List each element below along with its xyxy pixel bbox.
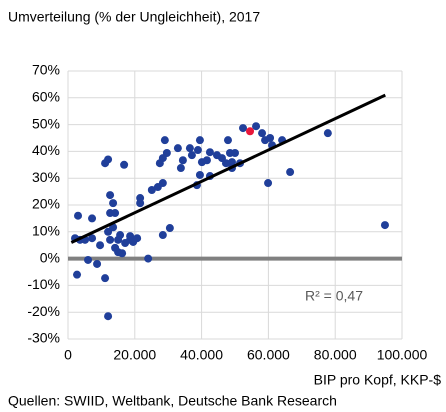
- point: [160, 136, 169, 145]
- point: [106, 235, 115, 244]
- point: [96, 241, 105, 250]
- point: [264, 179, 273, 188]
- source: Quellen: SWIID, Weltbank, Deutsche Bank …: [8, 393, 337, 409]
- point: [158, 179, 167, 188]
- point: [104, 312, 113, 321]
- point: [380, 221, 389, 230]
- point: [221, 159, 230, 168]
- point: [158, 231, 167, 240]
- point: [88, 214, 97, 223]
- point: [73, 270, 82, 279]
- point: [223, 136, 232, 145]
- y-tick-label: -10%: [27, 276, 60, 292]
- point: [101, 274, 110, 283]
- point: [88, 234, 97, 243]
- point: [136, 194, 145, 203]
- point: [165, 224, 174, 233]
- point: [104, 227, 113, 236]
- point: [176, 164, 185, 173]
- point: [202, 156, 211, 165]
- x-axis-label: BIP pro Kopf, KKP-$: [314, 372, 442, 388]
- annotation: R² = 0,47: [305, 288, 363, 304]
- y-tick-label: 60%: [32, 89, 60, 105]
- chart-title: Umverteilung (% der Ungleichheit), 2017: [8, 9, 260, 25]
- point: [195, 170, 204, 179]
- point: [162, 149, 171, 158]
- x-tick-label: 40.000: [180, 347, 223, 363]
- point: [178, 156, 187, 165]
- point: [116, 231, 125, 240]
- point: [126, 232, 135, 241]
- point: [195, 136, 204, 145]
- point: [193, 146, 202, 155]
- point: [144, 254, 153, 263]
- point: [155, 159, 164, 168]
- point: [147, 185, 156, 194]
- y-tick-label: -30%: [27, 330, 60, 346]
- y-tick-label: -20%: [27, 303, 60, 319]
- point: [239, 124, 248, 133]
- point: [205, 148, 214, 157]
- x-tick-label: 80.000: [314, 347, 357, 363]
- y-tick-label: 20%: [32, 196, 60, 212]
- point: [252, 122, 261, 131]
- point: [185, 144, 194, 153]
- y-tick-label: 0%: [40, 249, 60, 265]
- point: [323, 129, 332, 138]
- y-tick-label: 30%: [32, 169, 60, 185]
- point: [106, 191, 115, 200]
- x-tick-label: 0: [64, 347, 72, 363]
- point: [266, 134, 275, 142]
- point: [101, 159, 110, 168]
- point: [111, 209, 120, 218]
- point: [74, 211, 83, 220]
- x-tick-label: 20.000: [113, 347, 156, 363]
- y-tick-label: 10%: [32, 223, 60, 239]
- point: [246, 127, 255, 136]
- point: [231, 149, 239, 158]
- x-tick-label: 60.000: [247, 347, 290, 363]
- point: [187, 151, 196, 160]
- point: [286, 168, 295, 177]
- y-tick-label: 50%: [32, 115, 60, 131]
- point: [120, 160, 129, 169]
- point: [227, 158, 236, 167]
- y-tick-label: 40%: [32, 142, 60, 158]
- point: [133, 234, 142, 243]
- trendline: [70, 93, 386, 244]
- point: [84, 255, 93, 264]
- point: [173, 144, 182, 153]
- point: [118, 249, 127, 258]
- point: [109, 199, 118, 208]
- point: [93, 259, 102, 268]
- point: [258, 129, 267, 138]
- x-tick-label: 100.000: [377, 347, 428, 363]
- y-tick-label: 70%: [32, 62, 60, 78]
